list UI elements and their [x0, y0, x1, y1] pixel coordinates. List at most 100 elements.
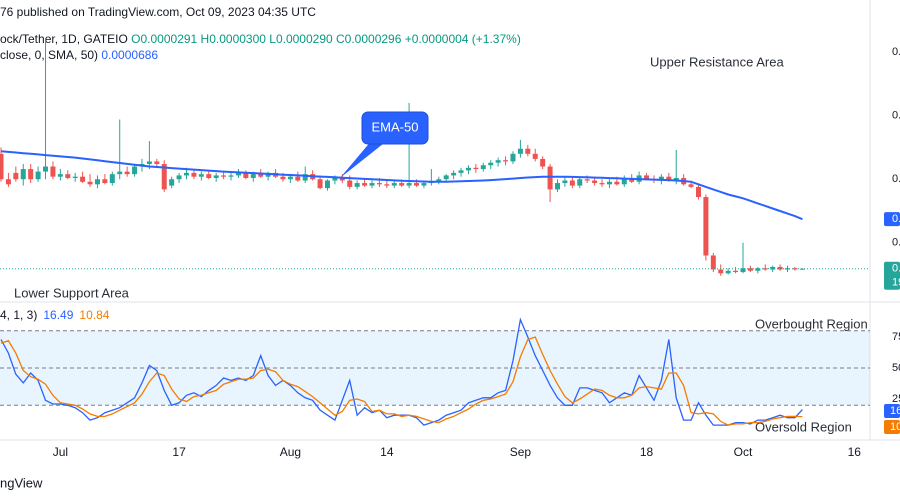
callout-box	[361, 111, 429, 145]
stoch-badge-label: 10	[890, 421, 900, 433]
candle-body	[191, 172, 197, 177]
candle-body	[0, 153, 4, 180]
y-tick-label: 0.	[892, 173, 900, 185]
candle-body	[161, 163, 167, 190]
candle-body	[35, 171, 41, 180]
candle-body	[621, 177, 627, 185]
ema-legend: close, 0, SMA, 50) 0.0000686	[0, 48, 158, 62]
candle-body	[599, 183, 605, 185]
candle-body	[443, 175, 449, 180]
annotation: Lower Support Area	[14, 285, 130, 300]
candle-body	[109, 174, 115, 184]
candle-body	[436, 179, 442, 182]
candle-body	[525, 148, 531, 154]
candle-body	[777, 266, 783, 270]
candle-body	[258, 174, 264, 177]
candle-body	[480, 165, 486, 170]
candle-body	[146, 161, 152, 164]
candle-body	[770, 266, 776, 270]
candle-body	[391, 183, 397, 186]
footer-brand: ngView	[0, 475, 43, 490]
candle-body	[384, 184, 390, 186]
candle-body	[280, 176, 286, 180]
candle-body	[421, 183, 427, 186]
candle-body	[406, 183, 412, 186]
candle-body	[354, 183, 360, 187]
candle-body	[399, 183, 405, 186]
k-value: 16.49	[43, 308, 73, 322]
candle-body	[606, 181, 612, 185]
candle-body	[102, 179, 108, 184]
candle-body	[577, 179, 583, 186]
candle-body	[57, 174, 63, 177]
candle-body	[473, 167, 479, 170]
candle-body	[569, 180, 575, 186]
candle-body	[488, 162, 494, 166]
candle-body	[43, 166, 49, 172]
y-tick-label: 75	[892, 331, 900, 343]
candle-body	[673, 177, 679, 181]
candle-body	[517, 148, 523, 154]
annotation: Overbought Region	[755, 316, 868, 331]
candle-body	[124, 171, 130, 175]
candle-body	[614, 181, 620, 185]
candle-body	[510, 153, 516, 162]
candle-body	[666, 176, 672, 181]
y-tick-label: 0.	[892, 110, 900, 122]
symbol: ock/Tether, 1D, GATEIO	[0, 32, 131, 46]
stoch-badge	[884, 404, 900, 418]
candle-body	[50, 166, 56, 177]
candle-body	[369, 183, 375, 186]
candle-body	[221, 175, 227, 177]
candle-body	[740, 268, 746, 273]
ema-value: 0.0000686	[101, 48, 158, 62]
candle-body	[718, 269, 724, 274]
candle-body	[688, 184, 694, 187]
candle-body	[184, 172, 189, 176]
candle-body	[532, 153, 538, 159]
candle-body	[198, 174, 204, 177]
candle-body	[206, 174, 212, 178]
candle-body	[562, 180, 568, 184]
candle-body	[94, 179, 100, 185]
candle-body	[302, 174, 308, 181]
stoch-badge	[884, 420, 900, 434]
candle-body	[132, 166, 138, 175]
candle-body	[295, 176, 301, 181]
candle-body	[228, 175, 234, 177]
d-value: 10.84	[79, 308, 109, 322]
candle-body	[362, 183, 368, 186]
candle-body	[703, 197, 709, 256]
candle-body	[213, 175, 219, 178]
candle-body	[13, 172, 19, 180]
candle-body	[695, 186, 701, 198]
candle-body	[317, 179, 323, 189]
ema-params: close, 0, SMA, 50)	[0, 48, 101, 62]
candle-body	[725, 270, 731, 274]
candle-body	[87, 181, 93, 185]
ohlc: O0.0000291 H0.0000300 L0.0000290 C0.0000…	[131, 32, 521, 46]
y-tick-label: 25	[892, 393, 900, 405]
ema-line	[0, 150, 803, 221]
candle-body	[495, 160, 501, 163]
candle-body	[324, 180, 330, 189]
candle-body	[503, 160, 509, 162]
stoch-badge-label: 16	[890, 405, 900, 417]
candle-body	[733, 270, 739, 273]
candle-body	[540, 158, 546, 167]
candle-body	[235, 172, 241, 176]
candle-body	[747, 268, 753, 271]
candle-body	[376, 183, 382, 185]
candle-body	[250, 174, 256, 178]
candle-body	[414, 183, 420, 186]
stoch-line	[0, 317, 803, 426]
x-tick-label: Sep	[510, 445, 532, 459]
y-tick-label: 50	[892, 362, 900, 374]
candle-body	[451, 172, 457, 176]
annotation: Oversold Region	[755, 419, 852, 434]
candle-body	[465, 167, 471, 171]
candle-body	[658, 176, 664, 181]
ema-badge-label: 0.	[892, 213, 900, 225]
candle-body	[332, 177, 338, 181]
